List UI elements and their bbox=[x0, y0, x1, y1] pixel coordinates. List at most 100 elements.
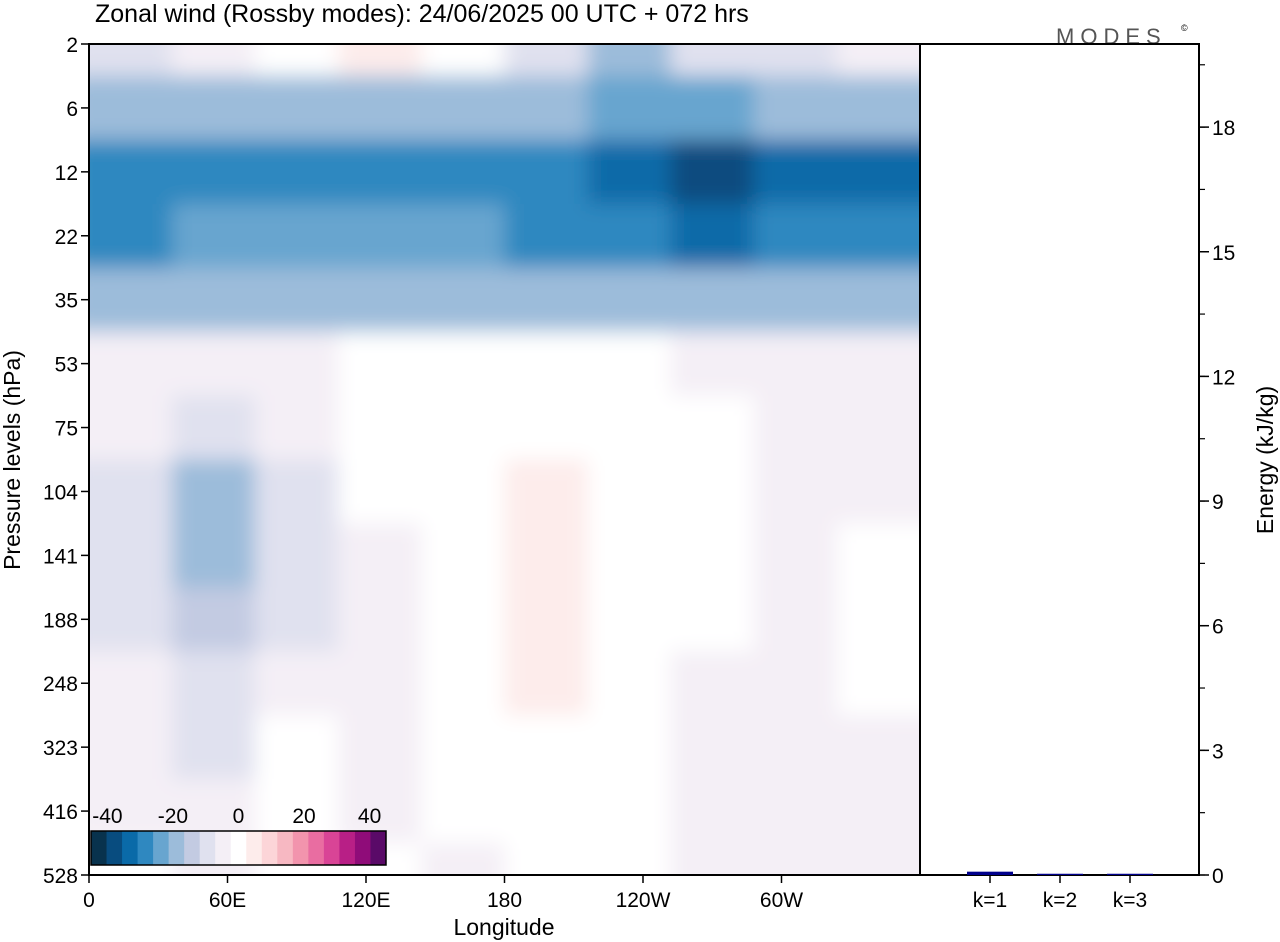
heatmap-cell bbox=[172, 75, 257, 141]
colorbar-swatch bbox=[168, 831, 185, 865]
heatmap-cell bbox=[255, 715, 340, 781]
heatmap-cell bbox=[753, 651, 838, 717]
x-axis: 0 60E 120E 180 120W 60W bbox=[83, 875, 803, 912]
heatmap-cell bbox=[338, 395, 423, 461]
colorbar-swatch bbox=[106, 831, 123, 865]
heatmap-cell bbox=[338, 523, 423, 589]
heatmap-cell bbox=[89, 203, 174, 269]
heatmap-cell bbox=[587, 843, 672, 875]
heatmap-cell bbox=[587, 715, 672, 781]
y-tick-label: 12 bbox=[55, 162, 78, 185]
x-tick-label: 60E bbox=[209, 889, 246, 912]
heatmap bbox=[89, 44, 920, 875]
heatmap-cell bbox=[255, 75, 340, 141]
y-tick-label: 528 bbox=[43, 865, 78, 888]
y-tick-label: 6 bbox=[66, 98, 78, 121]
heatmap-cell bbox=[836, 267, 920, 333]
colorbar-frame bbox=[90, 830, 387, 866]
heatmap-cell bbox=[172, 203, 257, 269]
heatmap-cell bbox=[670, 75, 755, 141]
heatmap-cell bbox=[89, 587, 174, 653]
x-tick-label: 120W bbox=[616, 889, 671, 912]
energy-bars bbox=[967, 871, 1153, 875]
heatmap-cell bbox=[421, 395, 506, 461]
energy-bar bbox=[1037, 873, 1083, 875]
heatmap-cell bbox=[670, 459, 755, 525]
colorbar-swatch bbox=[137, 831, 154, 865]
x-tick-label: 0 bbox=[83, 889, 95, 912]
heatmap-cell bbox=[670, 587, 755, 653]
heatmap-cell bbox=[587, 267, 672, 333]
heatmap-cell bbox=[504, 843, 589, 875]
heatmap-cell bbox=[836, 44, 920, 77]
heatmap-cell bbox=[670, 267, 755, 333]
colorbar-swatch bbox=[122, 831, 139, 865]
heatmap-cell bbox=[504, 203, 589, 269]
y-tick-label: 35 bbox=[55, 290, 78, 313]
heatmap-cell bbox=[338, 203, 423, 269]
heatmap-cell bbox=[504, 331, 589, 397]
heatmap-cell bbox=[89, 44, 174, 77]
heatmap-cell bbox=[587, 139, 672, 205]
heatmap-cell bbox=[587, 651, 672, 717]
colorbar-tick-label: -20 bbox=[158, 805, 188, 828]
heatmap-cell bbox=[255, 139, 340, 205]
heatmap-cell bbox=[172, 523, 257, 589]
y-tick-label: 104 bbox=[43, 481, 78, 504]
heatmap-cell bbox=[255, 523, 340, 589]
heatmap-cell bbox=[836, 331, 920, 397]
heatmap-cell bbox=[421, 779, 506, 845]
heatmap-cell bbox=[421, 651, 506, 717]
heatmap-cell bbox=[421, 523, 506, 589]
energy-category-label: k=3 bbox=[1113, 889, 1147, 912]
energy-tick-label: 15 bbox=[1212, 242, 1235, 265]
colorbar-swatch bbox=[184, 831, 201, 865]
heatmap-cell bbox=[504, 459, 589, 525]
heatmap-cell bbox=[421, 203, 506, 269]
heatmap-cell bbox=[89, 459, 174, 525]
energy-panel: 0 3 6 9 12 15 18 k=1 k=2 k=3 Energy (kJ/kg) bbox=[919, 43, 1278, 912]
heatmap-cell bbox=[172, 267, 257, 333]
heatmap-cell bbox=[587, 779, 672, 845]
heatmap-cell bbox=[587, 587, 672, 653]
colorbar-swatch bbox=[339, 831, 356, 865]
heatmap-cell bbox=[753, 459, 838, 525]
x-tick-label: 60W bbox=[760, 889, 803, 912]
heatmap-cell bbox=[504, 44, 589, 77]
heatmap-cell bbox=[753, 395, 838, 461]
energy-tick-label: 0 bbox=[1212, 865, 1224, 888]
heatmap-cell bbox=[338, 267, 423, 333]
colorbar-swatch bbox=[230, 831, 247, 865]
energy-tick-label: 3 bbox=[1212, 740, 1224, 763]
heatmap-cell bbox=[753, 843, 838, 875]
heatmap-cell bbox=[753, 139, 838, 205]
heatmap-cell bbox=[255, 203, 340, 269]
x-tick-label: 180 bbox=[487, 889, 522, 912]
heatmap-cell bbox=[172, 44, 257, 77]
colorbar: -40 -20 0 20 40 bbox=[90, 805, 387, 866]
heatmap-cell bbox=[338, 75, 423, 141]
heatmap-cell bbox=[504, 139, 589, 205]
heatmap-cell bbox=[587, 44, 672, 77]
heatmap-cell bbox=[338, 459, 423, 525]
heatmap-cell bbox=[587, 331, 672, 397]
heatmap-cell bbox=[89, 715, 174, 781]
heatmap-cell bbox=[421, 331, 506, 397]
energy-category-label: k=2 bbox=[1043, 889, 1077, 912]
heatmap-cell bbox=[338, 651, 423, 717]
energy-y-axis: 0 3 6 9 12 15 18 bbox=[1199, 64, 1235, 888]
heatmap-cell bbox=[587, 395, 672, 461]
y-tick-label: 323 bbox=[43, 737, 78, 760]
colorbar-swatch bbox=[246, 831, 263, 865]
energy-axis-label: Energy (kJ/kg) bbox=[1252, 386, 1278, 534]
heatmap-cell bbox=[255, 587, 340, 653]
heatmap-cell bbox=[504, 651, 589, 717]
heatmap-cell bbox=[670, 651, 755, 717]
chart-title: Zonal wind (Rossby modes): 24/06/2025 00… bbox=[95, 0, 749, 28]
y-axis: 2 6 12 22 35 53 75 104 141 188 248 323 416 528 bbox=[43, 34, 89, 888]
heatmap-cell bbox=[670, 843, 755, 875]
colorbar-ticks: -40 -20 0 20 40 bbox=[92, 805, 381, 828]
heatmap-cell bbox=[89, 139, 174, 205]
heatmap-cell bbox=[753, 523, 838, 589]
